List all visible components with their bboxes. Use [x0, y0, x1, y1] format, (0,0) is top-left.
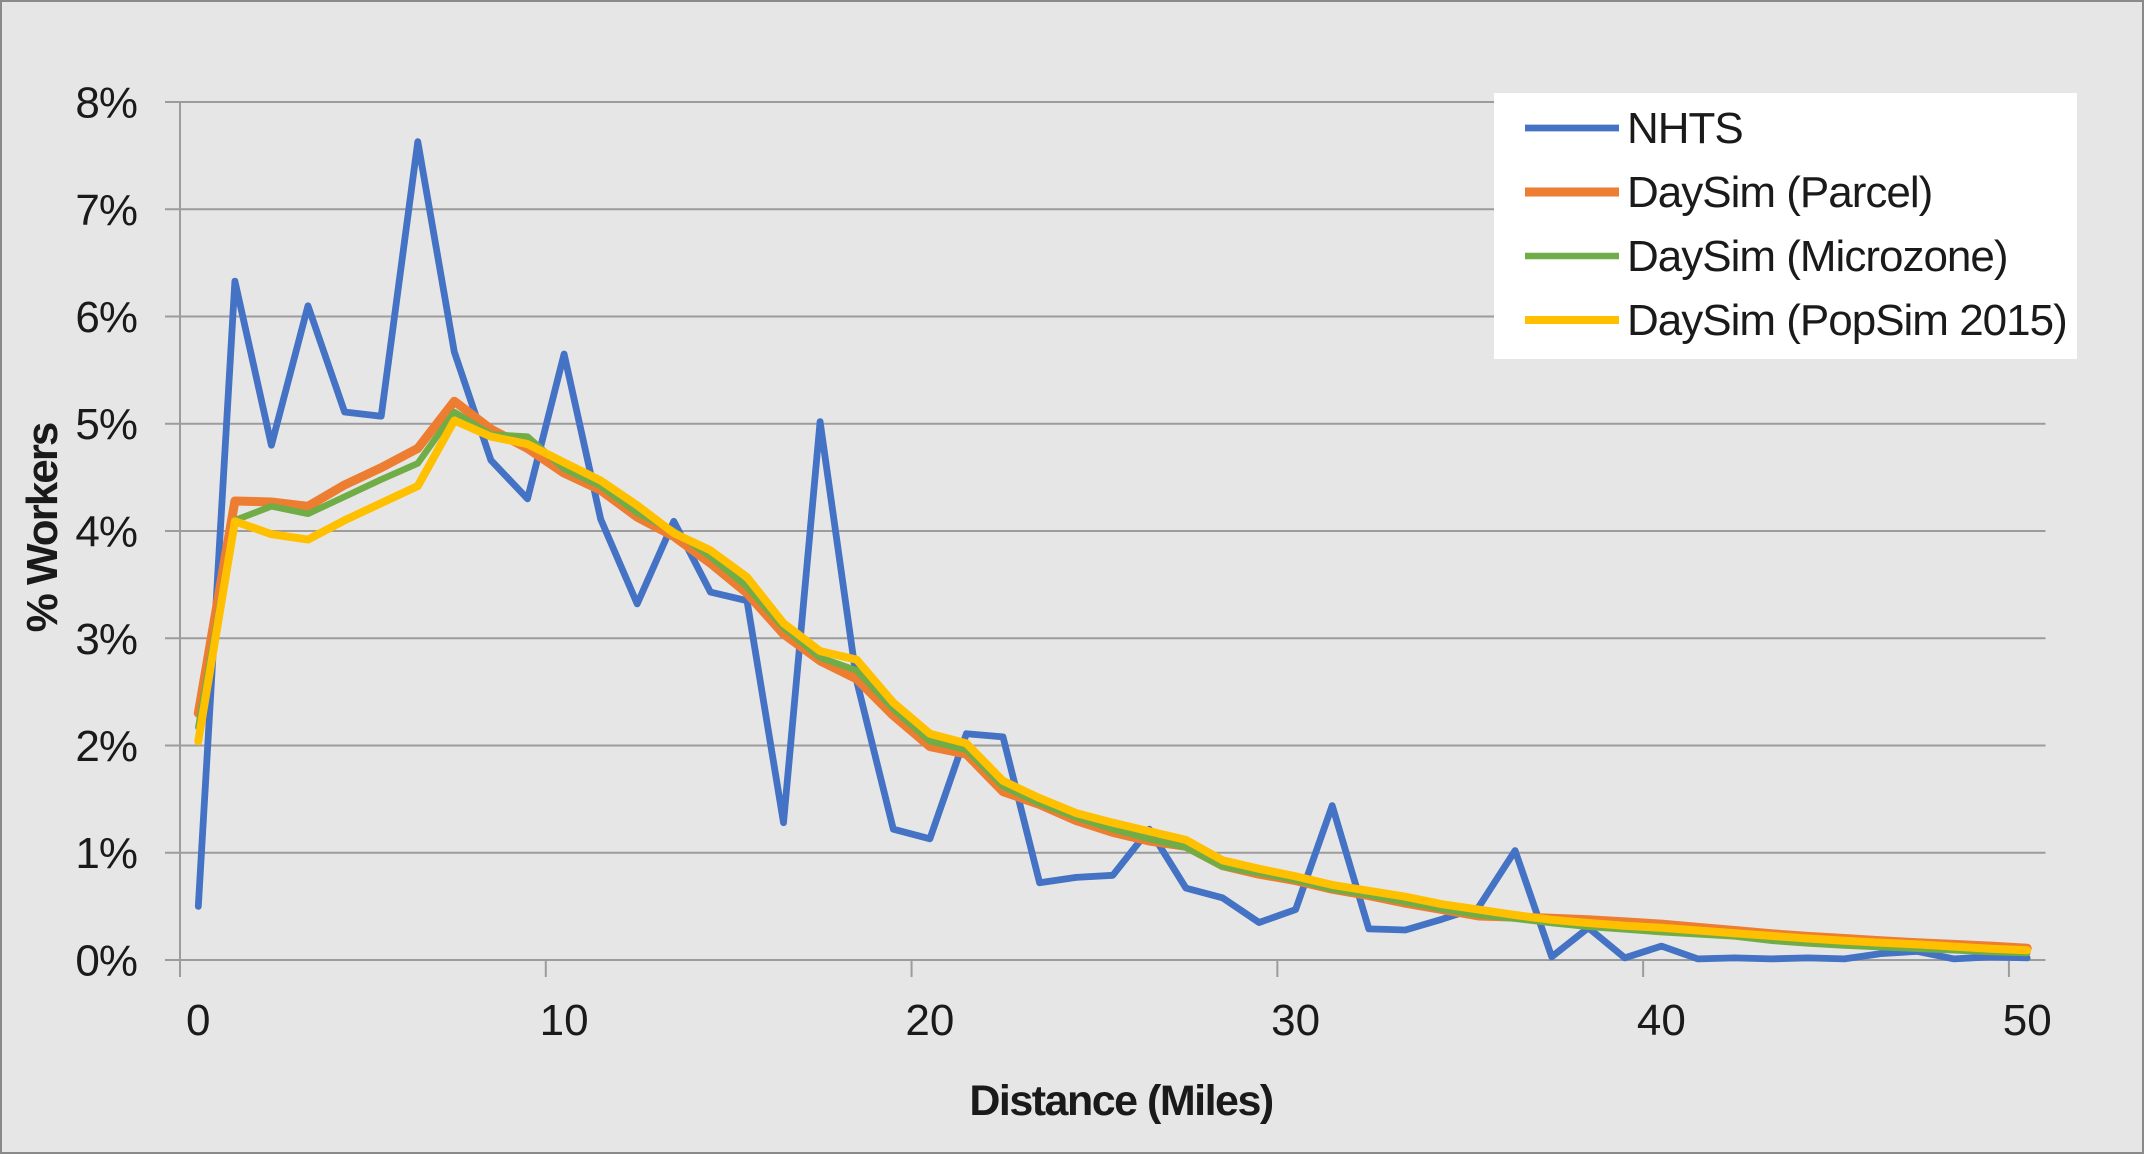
svg-text:% Workers: % Workers: [18, 423, 67, 632]
svg-text:20: 20: [905, 996, 954, 1045]
svg-text:6%: 6%: [75, 293, 137, 342]
svg-text:7%: 7%: [75, 186, 137, 235]
svg-text:0: 0: [186, 996, 210, 1045]
svg-text:40: 40: [1637, 996, 1686, 1045]
svg-text:DaySim (PopSim 2015): DaySim (PopSim 2015): [1627, 296, 2067, 345]
svg-text:50: 50: [2003, 996, 2052, 1045]
svg-text:2%: 2%: [75, 722, 137, 771]
svg-text:10: 10: [540, 996, 589, 1045]
svg-text:DaySim (Microzone): DaySim (Microzone): [1627, 232, 2008, 281]
svg-text:5%: 5%: [75, 400, 137, 449]
svg-text:4%: 4%: [75, 508, 137, 557]
svg-text:0%: 0%: [75, 937, 137, 986]
svg-text:DaySim (Parcel): DaySim (Parcel): [1627, 168, 1932, 217]
svg-text:8%: 8%: [75, 79, 137, 128]
svg-text:Distance (Miles): Distance (Miles): [969, 1077, 1273, 1125]
svg-text:30: 30: [1271, 996, 1320, 1045]
svg-text:1%: 1%: [75, 829, 137, 878]
svg-text:3%: 3%: [75, 615, 137, 664]
svg-text:NHTS: NHTS: [1627, 104, 1743, 153]
